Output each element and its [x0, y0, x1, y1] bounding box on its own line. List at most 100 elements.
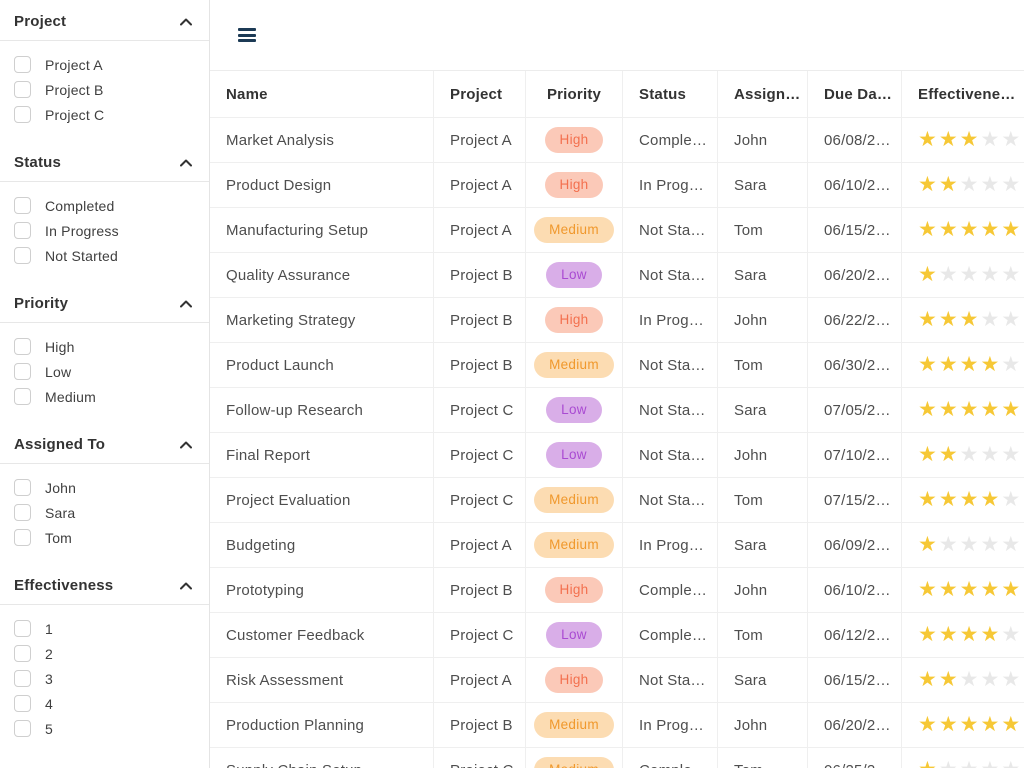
filter-checkbox[interactable]	[14, 529, 31, 546]
filter-option[interactable]: 3	[0, 670, 209, 687]
priority-badge: High	[544, 577, 604, 603]
chevron-up-icon[interactable]	[180, 159, 192, 167]
chevron-up-icon[interactable]	[180, 18, 192, 26]
star-filled-icon: ★	[918, 667, 939, 691]
star-filled-icon: ★	[959, 577, 981, 601]
cell-name: Marketing Strategy	[210, 298, 434, 342]
star-filled-icon: ★	[938, 307, 960, 331]
cell-priority: Medium	[526, 703, 623, 747]
filter-checkbox[interactable]	[14, 81, 31, 98]
filter-checkbox[interactable]	[14, 388, 31, 405]
filter-section-header[interactable]: Status	[0, 145, 209, 181]
filter-checkbox[interactable]	[14, 504, 31, 521]
star-empty-icon: ★	[939, 758, 960, 768]
column-header-name[interactable]: Name	[210, 71, 434, 117]
filter-option[interactable]: Sara	[0, 504, 209, 521]
cell-effectiveness: ★★★★★	[902, 433, 1024, 477]
cell-effectiveness: ★★★★★	[902, 658, 1024, 702]
hamburger-menu-icon[interactable]	[238, 28, 256, 42]
filter-option[interactable]: 5	[0, 720, 209, 737]
filter-section-header[interactable]: Project	[0, 4, 209, 40]
filter-option[interactable]: In Progress	[0, 222, 209, 239]
filter-checkbox[interactable]	[14, 247, 31, 264]
filter-section-title: Project	[14, 13, 67, 30]
star-empty-icon: ★	[980, 532, 1002, 556]
filter-option[interactable]: Not Started	[0, 247, 209, 264]
filter-option[interactable]: Project B	[0, 81, 209, 98]
filter-section-header[interactable]: Priority	[0, 286, 209, 322]
filter-option[interactable]: Tom	[0, 529, 209, 546]
table-row: Manufacturing Setup Project A Medium Not…	[210, 208, 1024, 253]
filter-section-header[interactable]: Assigned To	[0, 427, 209, 463]
column-header-status[interactable]: Status	[623, 71, 718, 117]
cell-effectiveness: ★★★★★	[902, 748, 1024, 768]
filter-checkbox[interactable]	[14, 670, 31, 687]
star-empty-icon: ★	[980, 758, 1001, 768]
cell-effectiveness: ★★★★★	[902, 478, 1024, 522]
filter-option[interactable]: John	[0, 479, 209, 496]
filter-option[interactable]: 4	[0, 695, 209, 712]
filter-checkbox[interactable]	[14, 620, 31, 637]
filter-option-label: High	[45, 338, 75, 355]
cell-name: Production Planning	[210, 703, 434, 747]
star-filled-icon: ★	[980, 622, 1002, 646]
filter-checkbox[interactable]	[14, 338, 31, 355]
filter-checkbox[interactable]	[14, 222, 31, 239]
column-header-priority[interactable]: Priority	[526, 71, 623, 117]
star-filled-icon: ★	[959, 127, 981, 151]
cell-name: Project Evaluation	[210, 478, 434, 522]
star-filled-icon: ★	[938, 622, 960, 646]
filter-option[interactable]: 2	[0, 645, 209, 662]
cell-assignee: Sara	[718, 658, 808, 702]
filter-option[interactable]: Completed	[0, 197, 209, 214]
cell-assignee: Sara	[718, 388, 808, 432]
filter-option-label: In Progress	[45, 222, 119, 239]
filter-option[interactable]: Project C	[0, 106, 209, 123]
column-header-effectiveness[interactable]: Effectivene…	[918, 85, 1016, 103]
filter-checkbox[interactable]	[14, 720, 31, 737]
filter-section-header[interactable]: Effectiveness	[0, 568, 209, 604]
filter-checkbox[interactable]	[14, 645, 31, 662]
star-filled-icon: ★	[959, 217, 981, 241]
star-rating: ★★★★★	[918, 489, 1022, 512]
filter-option[interactable]: Medium	[0, 388, 209, 405]
filter-checkbox[interactable]	[14, 197, 31, 214]
filter-option-list: Completed In Progress Not Started	[0, 182, 209, 284]
filter-checkbox[interactable]	[14, 695, 31, 712]
cell-assignee: John	[718, 118, 808, 162]
column-header-assigned-to[interactable]: Assign…	[718, 71, 808, 117]
star-rating: ★★★★★	[918, 219, 1022, 242]
cell-name: Quality Assurance	[210, 253, 434, 297]
filter-option-list: Project A Project B Project C	[0, 41, 209, 143]
filter-option[interactable]: High	[0, 338, 209, 355]
column-header-due-date[interactable]: Due Da…	[808, 71, 902, 117]
star-filled-icon: ★	[918, 262, 939, 286]
priority-badge: Low	[546, 262, 602, 288]
chevron-up-icon[interactable]	[180, 582, 192, 590]
cell-due-date: 07/15/2…	[808, 478, 902, 522]
filter-section-status: Status Completed In Progress Not Started	[0, 145, 209, 284]
filter-checkbox[interactable]	[14, 56, 31, 73]
filter-checkbox[interactable]	[14, 363, 31, 380]
filter-option[interactable]: Project A	[0, 56, 209, 73]
star-empty-icon: ★	[980, 262, 1002, 286]
star-filled-icon: ★	[938, 712, 960, 736]
chevron-up-icon[interactable]	[180, 441, 192, 449]
filter-option[interactable]: Low	[0, 363, 209, 380]
table-row: Product Launch Project B Medium Not Sta……	[210, 343, 1024, 388]
star-rating: ★★★★★	[918, 264, 1022, 287]
chevron-up-icon[interactable]	[180, 300, 192, 308]
table-row: Follow-up Research Project C Low Not Sta…	[210, 388, 1024, 433]
table-row: Prototyping Project B High Comple… John …	[210, 568, 1024, 613]
filter-checkbox[interactable]	[14, 479, 31, 496]
star-filled-icon: ★	[938, 667, 960, 691]
cell-name: Risk Assessment	[210, 658, 434, 702]
star-empty-icon: ★	[959, 667, 981, 691]
column-header-project[interactable]: Project	[434, 71, 526, 117]
table-row: Quality Assurance Project B Low Not Sta……	[210, 253, 1024, 298]
filter-checkbox[interactable]	[14, 106, 31, 123]
star-rating: ★★★★★	[918, 759, 1022, 768]
star-empty-icon: ★	[980, 442, 1002, 466]
filter-option[interactable]: 1	[0, 620, 209, 637]
filter-option-label: Sara	[45, 504, 76, 521]
